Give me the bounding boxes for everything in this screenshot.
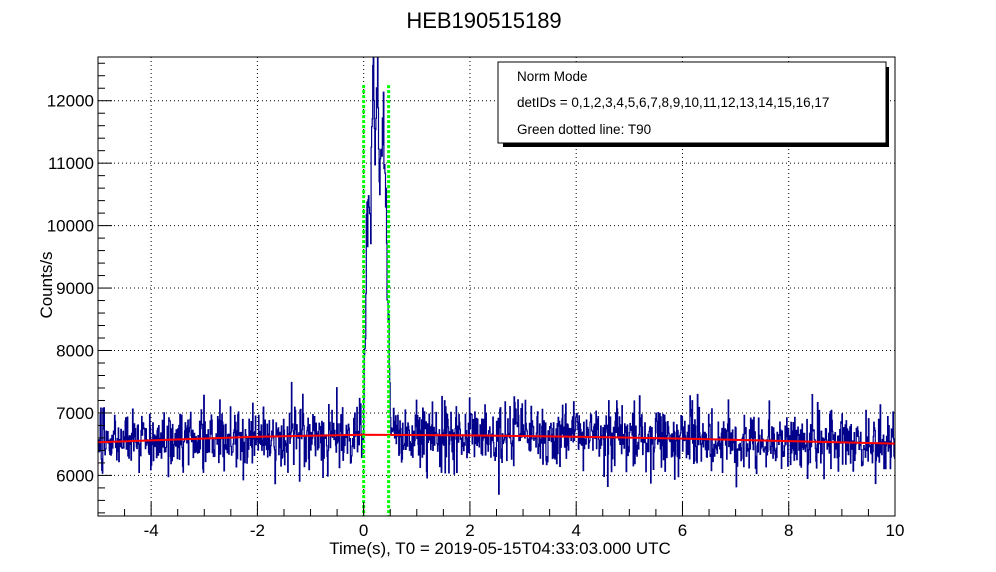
x-tick-label: 10: [886, 521, 905, 540]
x-tick-label: -2: [250, 521, 265, 540]
axes: -4 -2 0 2 4 6 8 10 6000 7000 8000 9000 10000 11000 120…: [47, 62, 905, 540]
legend-entry: Norm Mode: [517, 69, 588, 84]
y-tick-label: 12000: [47, 92, 94, 111]
y-tick-label: 10000: [47, 217, 94, 236]
x-tick-label: 8: [784, 521, 793, 540]
chart-title: HEB190515189: [406, 8, 561, 33]
x-tick-label: 0: [359, 521, 368, 540]
x-tick-label: 4: [571, 521, 580, 540]
legend-entry: Green dotted line: T90: [517, 122, 651, 137]
y-tick-label: 11000: [48, 154, 94, 173]
y-tick-label: 9000: [56, 279, 94, 298]
plot-area: [98, 57, 895, 516]
legend-box: [497, 61, 887, 144]
background-fit-line: [98, 433, 895, 445]
y-tick-label: 7000: [56, 404, 94, 423]
x-tick-label: 2: [465, 521, 474, 540]
x-tick-label: 6: [678, 521, 687, 540]
x-axis-label: Time(s), T0 = 2019-05-15T04:33:03.000 UT…: [329, 539, 671, 558]
legend: Norm Mode detIDs = 0,1,2,3,4,5,6,7,8,9,1…: [497, 61, 889, 147]
y-tick-label: 8000: [56, 342, 94, 361]
y-axis-label: Counts/s: [37, 251, 56, 318]
legend-entry: detIDs = 0,1,2,3,4,5,6,7,8,9,10,11,12,13…: [517, 95, 829, 110]
y-tick-label: 6000: [56, 466, 94, 485]
x-tick-label: -4: [144, 521, 159, 540]
lightcurve-series: [98, 57, 895, 495]
